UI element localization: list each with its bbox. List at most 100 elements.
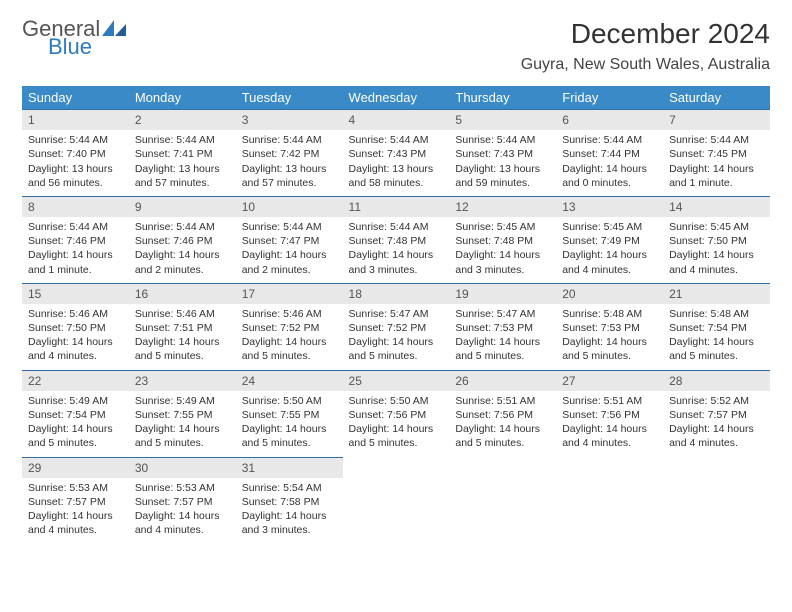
sunrise-line: Sunrise: 5:44 AM [349,133,444,147]
day-cell: 27Sunrise: 5:51 AMSunset: 7:56 PMDayligh… [556,370,663,457]
calendar-cell: 13Sunrise: 5:45 AMSunset: 7:49 PMDayligh… [556,196,663,283]
day-body: Sunrise: 5:44 AMSunset: 7:47 PMDaylight:… [236,217,343,283]
weekday-monday: Monday [129,86,236,109]
calendar-cell: 26 Sunrise: 5:51 AMSunset: 7:56 PMDayligh… [449,370,556,457]
day-body: Sunrise: 5:44 AMSunset: 7:44 PMDaylight:… [556,130,663,196]
day-number: 9 [129,196,236,217]
sunset-line: Sunset: 7:47 PM [242,234,337,248]
sunrise-line: Sunrise: 5:47 AM [455,307,550,321]
sunrise-line: Sunrise: 5:51 AM [455,394,550,408]
daylight-line: Daylight: 14 hours and 5 minutes. [135,422,230,450]
sunrise-line: Sunrise: 5:44 AM [242,133,337,147]
sunrise-line: Sunrise: 5:50 AM [349,394,444,408]
calendar-cell: 23Sunrise: 5:49 AMSunset: 7:55 PMDayligh… [129,370,236,457]
calendar-cell [556,457,663,544]
day-body: Sunrise: 5:46 AMSunset: 7:50 PMDaylight:… [22,304,129,370]
sunset-line: Sunset: 7:43 PM [349,147,444,161]
sunrise-line: Sunrise: 5:53 AM [135,481,230,495]
day-body: Sunrise: 5:47 AMSunset: 7:53 PMDaylight:… [449,304,556,370]
day-body: Sunrise: 5:44 AMSunset: 7:41 PMDaylight:… [129,130,236,196]
daylight-line: Daylight: 14 hours and 5 minutes. [242,335,337,363]
sunset-line: Sunset: 7:48 PM [349,234,444,248]
day-number: 13 [556,196,663,217]
day-body: Sunrise: 5:49 AMSunset: 7:55 PMDaylight:… [129,391,236,457]
day-number: 5 [449,109,556,130]
day-cell: 31Sunrise: 5:54 AMSunset: 7:58 PMDayligh… [236,457,343,544]
day-body: Sunrise: 5:45 AMSunset: 7:49 PMDaylight:… [556,217,663,283]
calendar-cell: 1Sunrise: 5:44 AMSunset: 7:40 PMDaylight… [22,109,129,196]
day-body: Sunrise: 5:49 AMSunset: 7:54 PMDaylight:… [22,391,129,457]
sunset-line: Sunset: 7:56 PM [349,408,444,422]
day-cell: 19Sunrise: 5:47 AMSunset: 7:53 PMDayligh… [449,283,556,370]
day-number: 14 [663,196,770,217]
daylight-line: Daylight: 14 hours and 3 minutes. [349,248,444,276]
day-number: 6 [556,109,663,130]
calendar-cell: 10Sunrise: 5:44 AMSunset: 7:47 PMDayligh… [236,196,343,283]
sunset-line: Sunset: 7:56 PM [562,408,657,422]
sunrise-line: Sunrise: 5:44 AM [455,133,550,147]
calendar-cell: 28Sunrise: 5:52 AMSunset: 7:57 PMDayligh… [663,370,770,457]
day-body: Sunrise: 5:48 AMSunset: 7:54 PMDaylight:… [663,304,770,370]
sunset-line: Sunset: 7:50 PM [28,321,123,335]
day-cell: 1Sunrise: 5:44 AMSunset: 7:40 PMDaylight… [22,109,129,196]
day-body: Sunrise: 5:53 AMSunset: 7:57 PMDaylight:… [129,478,236,544]
day-number: 11 [343,196,450,217]
sunrise-line: Sunrise: 5:47 AM [349,307,444,321]
sunset-line: Sunset: 7:52 PM [242,321,337,335]
sunrise-line: Sunrise: 5:44 AM [669,133,764,147]
sunrise-line: Sunrise: 5:49 AM [135,394,230,408]
day-body: Sunrise: 5:44 AMSunset: 7:43 PMDaylight:… [449,130,556,196]
weekday-thursday: Thursday [449,86,556,109]
day-body: Sunrise: 5:44 AMSunset: 7:42 PMDaylight:… [236,130,343,196]
day-cell: 7Sunrise: 5:44 AMSunset: 7:45 PMDaylight… [663,109,770,196]
sunset-line: Sunset: 7:53 PM [455,321,550,335]
calendar-cell: 5Sunrise: 5:44 AMSunset: 7:43 PMDaylight… [449,109,556,196]
day-number: 3 [236,109,343,130]
daylight-line: Daylight: 14 hours and 4 minutes. [669,248,764,276]
calendar-cell: 29Sunrise: 5:53 AMSunset: 7:57 PMDayligh… [22,457,129,544]
calendar-row: 29Sunrise: 5:53 AMSunset: 7:57 PMDayligh… [22,457,770,544]
daylight-line: Daylight: 14 hours and 4 minutes. [562,422,657,450]
calendar-cell: 31Sunrise: 5:54 AMSunset: 7:58 PMDayligh… [236,457,343,544]
day-body: Sunrise: 5:48 AMSunset: 7:53 PMDaylight:… [556,304,663,370]
day-cell: 14Sunrise: 5:45 AMSunset: 7:50 PMDayligh… [663,196,770,283]
header: General Blue December 2024 Guyra, New So… [22,18,770,74]
calendar-cell: 14Sunrise: 5:45 AMSunset: 7:50 PMDayligh… [663,196,770,283]
calendar-cell: 7Sunrise: 5:44 AMSunset: 7:45 PMDaylight… [663,109,770,196]
daylight-line: Daylight: 14 hours and 5 minutes. [455,422,550,450]
sunset-line: Sunset: 7:48 PM [455,234,550,248]
sunset-line: Sunset: 7:56 PM [455,408,550,422]
calendar-cell: 4Sunrise: 5:44 AMSunset: 7:43 PMDaylight… [343,109,450,196]
logo-text-blue: Blue [48,36,92,58]
calendar-cell: 12Sunrise: 5:45 AMSunset: 7:48 PMDayligh… [449,196,556,283]
daylight-line: Daylight: 14 hours and 5 minutes. [349,335,444,363]
sunrise-line: Sunrise: 5:48 AM [562,307,657,321]
calendar-cell: 16Sunrise: 5:46 AMSunset: 7:51 PMDayligh… [129,283,236,370]
sunrise-line: Sunrise: 5:46 AM [135,307,230,321]
sunset-line: Sunset: 7:43 PM [455,147,550,161]
day-body: Sunrise: 5:44 AMSunset: 7:45 PMDaylight:… [663,130,770,196]
calendar-cell: 9Sunrise: 5:44 AMSunset: 7:46 PMDaylight… [129,196,236,283]
sunrise-line: Sunrise: 5:44 AM [349,220,444,234]
calendar-row: 1Sunrise: 5:44 AMSunset: 7:40 PMDaylight… [22,109,770,196]
day-number: 26 [449,370,556,391]
sunrise-line: Sunrise: 5:53 AM [28,481,123,495]
weekday-sunday: Sunday [22,86,129,109]
daylight-line: Daylight: 13 hours and 57 minutes. [135,162,230,190]
day-cell: 28Sunrise: 5:52 AMSunset: 7:57 PMDayligh… [663,370,770,457]
day-cell: 2Sunrise: 5:44 AMSunset: 7:41 PMDaylight… [129,109,236,196]
calendar-cell: 15Sunrise: 5:46 AMSunset: 7:50 PMDayligh… [22,283,129,370]
calendar-cell: 11 Sunrise: 5:44 AMSunset: 7:48 PMDayligh… [343,196,450,283]
day-number: 19 [449,283,556,304]
daylight-line: Daylight: 14 hours and 0 minutes. [562,162,657,190]
day-cell: 17Sunrise: 5:46 AMSunset: 7:52 PMDayligh… [236,283,343,370]
day-body: Sunrise: 5:46 AMSunset: 7:51 PMDaylight:… [129,304,236,370]
day-body: Sunrise: 5:44 AMSunset: 7:46 PMDaylight:… [129,217,236,283]
sunrise-line: Sunrise: 5:45 AM [562,220,657,234]
calendar-cell [449,457,556,544]
day-number: 10 [236,196,343,217]
day-number: 28 [663,370,770,391]
sunrise-line: Sunrise: 5:44 AM [135,220,230,234]
day-body: Sunrise: 5:47 AMSunset: 7:52 PMDaylight:… [343,304,450,370]
day-number: 25 [343,370,450,391]
